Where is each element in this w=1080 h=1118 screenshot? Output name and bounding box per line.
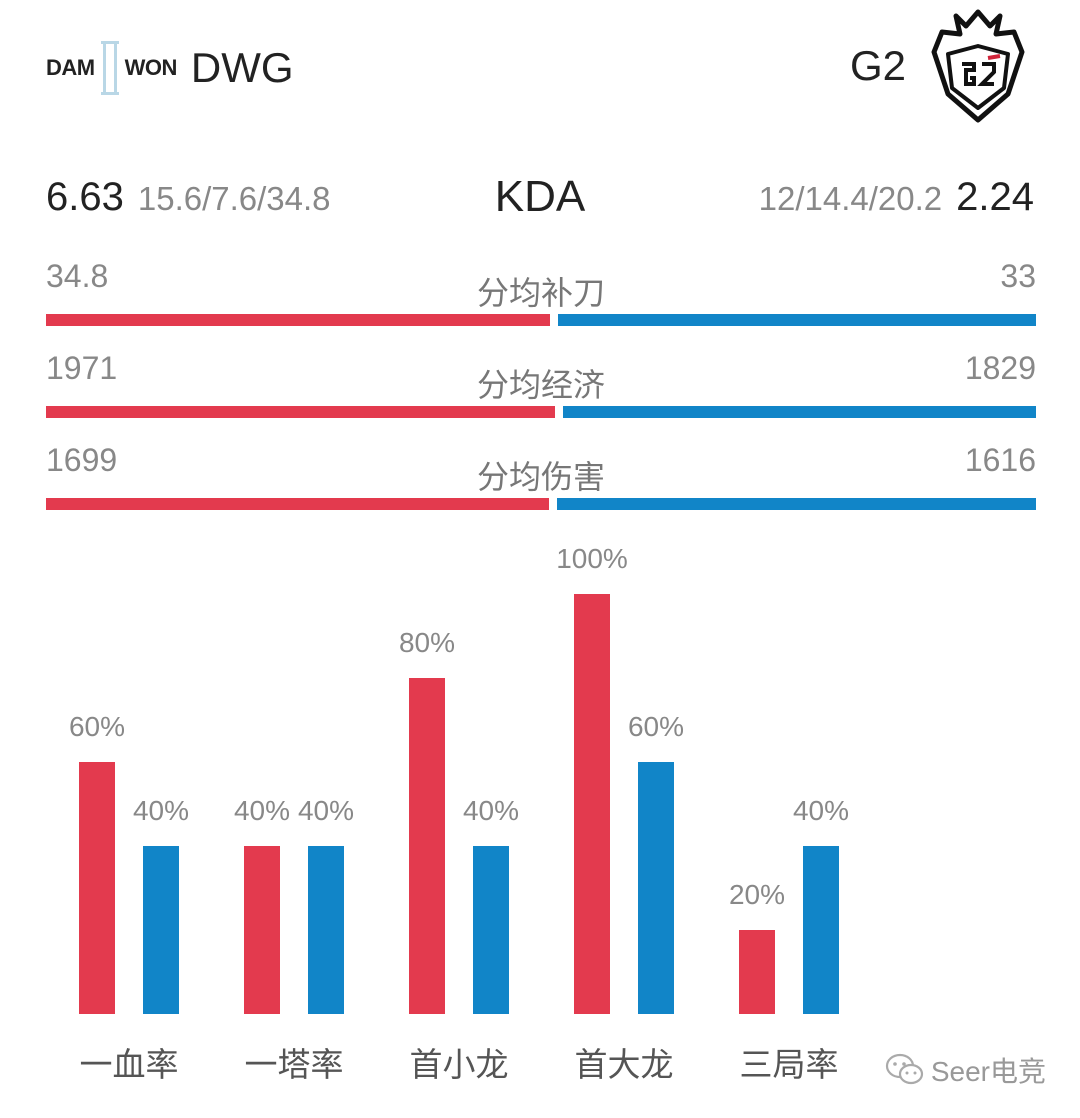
- stat-label: 分均伤害: [476, 458, 605, 496]
- left-kda-detail: 15.6/7.6/34.8: [137, 180, 331, 217]
- stat-row-gold: 1971 分均经济 1829: [46, 350, 1036, 430]
- data-label: 40%: [463, 795, 519, 826]
- category-label: 一血率: [80, 1045, 179, 1084]
- data-label: 60%: [69, 711, 125, 742]
- stat-track: [46, 406, 1036, 418]
- stat-row-cs: 34.8 分均补刀 33: [46, 258, 1036, 338]
- stat-right-bar: [563, 406, 1036, 418]
- category-label: 首大龙: [575, 1045, 674, 1084]
- wechat-icon: [885, 1053, 923, 1085]
- bar-left-0: [79, 762, 115, 1014]
- stat-track: [46, 314, 1036, 326]
- objective-rate-bar-chart: 60% 40% 一血率 40% 40% 一塔率 80% 40% 首小龙 100% 60% 首大龙 20%…: [69, 543, 849, 1084]
- stat-left-bar: [46, 406, 556, 418]
- stat-right-bar: [557, 498, 1036, 510]
- left-kda: 6.63 15.6/7.6/34.8: [46, 175, 331, 220]
- damwon-emblem-icon: [100, 41, 119, 95]
- stat-left-value: 1971: [46, 350, 118, 386]
- damwon-logo: DAM WON: [46, 39, 177, 97]
- data-label: 40%: [234, 795, 290, 826]
- right-kda-value: 2.24: [956, 175, 1034, 219]
- data-label: 20%: [729, 879, 785, 910]
- bar-right-0: [143, 846, 179, 1014]
- bar-left-1: [244, 846, 280, 1014]
- kda-row: 6.63 15.6/7.6/34.8 KDA 12/14.4/20.2 2.24: [46, 172, 1034, 228]
- data-label: 60%: [628, 711, 684, 742]
- stat-track: [46, 498, 1036, 510]
- stat-label: 分均经济: [476, 366, 605, 404]
- bar-right-1: [308, 846, 344, 1014]
- bar-left-4: [739, 930, 775, 1014]
- category-label: 三局率: [740, 1045, 839, 1084]
- right-team-name: G2: [849, 42, 906, 89]
- stat-right-value: 33: [1000, 258, 1036, 294]
- data-label: 40%: [793, 795, 849, 826]
- bar-left-2: [409, 678, 445, 1014]
- stat-left-value: 1699: [46, 442, 118, 478]
- bar-left-3: [574, 594, 610, 1014]
- bar-right-4: [803, 846, 839, 1014]
- stat-left-bar: [46, 314, 551, 326]
- stat-left-value: 34.8: [46, 258, 109, 294]
- watermark: Seer电竞: [885, 1050, 1046, 1090]
- right-kda-detail: 12/14.4/20.2: [758, 180, 943, 217]
- left-kda-value: 6.63: [46, 175, 124, 219]
- bar-right-3: [638, 762, 674, 1014]
- data-label: 100%: [556, 543, 628, 574]
- logo-text-part: WON: [124, 55, 178, 80]
- stat-right-value: 1829: [964, 350, 1036, 386]
- stat-label: 分均补刀: [476, 274, 605, 312]
- data-label: 40%: [298, 795, 354, 826]
- category-label: 首小龙: [410, 1045, 509, 1084]
- stat-right-bar: [558, 314, 1036, 326]
- stat-row-damage: 1699 分均伤害 1616: [46, 442, 1036, 522]
- left-team-header: DAM WON DWG: [46, 40, 294, 96]
- data-label: 40%: [133, 795, 189, 826]
- g2-samurai-logo-icon: [931, 9, 1025, 123]
- category-label: 一塔率: [245, 1045, 344, 1084]
- bar-right-2: [473, 846, 509, 1014]
- right-kda: 12/14.4/20.2 2.24: [759, 175, 1034, 220]
- logo-text-part: DAM: [46, 55, 95, 80]
- watermark-text: Seer电竞: [930, 1056, 1046, 1087]
- data-label: 80%: [399, 627, 455, 658]
- right-team-header: G2: [850, 8, 1030, 124]
- left-team-name: DWG: [190, 44, 294, 91]
- kda-title: KDA: [494, 172, 586, 221]
- stat-right-value: 1616: [964, 442, 1036, 478]
- stat-left-bar: [46, 498, 550, 510]
